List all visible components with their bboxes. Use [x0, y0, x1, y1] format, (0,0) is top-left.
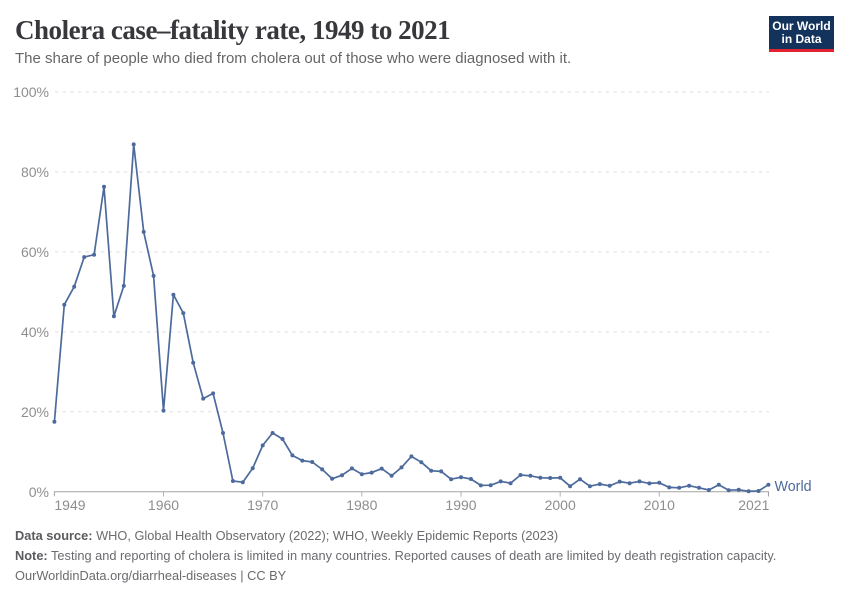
svg-text:2010: 2010 — [644, 497, 675, 513]
svg-text:80%: 80% — [21, 164, 49, 180]
svg-text:20%: 20% — [21, 404, 49, 420]
svg-text:0%: 0% — [29, 484, 49, 500]
svg-text:60%: 60% — [21, 244, 49, 260]
svg-text:2000: 2000 — [545, 497, 576, 513]
svg-text:1949: 1949 — [54, 497, 85, 513]
svg-text:1960: 1960 — [148, 497, 179, 513]
svg-text:1980: 1980 — [346, 497, 377, 513]
svg-text:40%: 40% — [21, 324, 49, 340]
svg-text:100%: 100% — [13, 84, 49, 100]
svg-text:2021: 2021 — [738, 497, 769, 513]
svg-text:World: World — [775, 479, 812, 495]
svg-text:1970: 1970 — [247, 497, 278, 513]
svg-text:1990: 1990 — [445, 497, 476, 513]
